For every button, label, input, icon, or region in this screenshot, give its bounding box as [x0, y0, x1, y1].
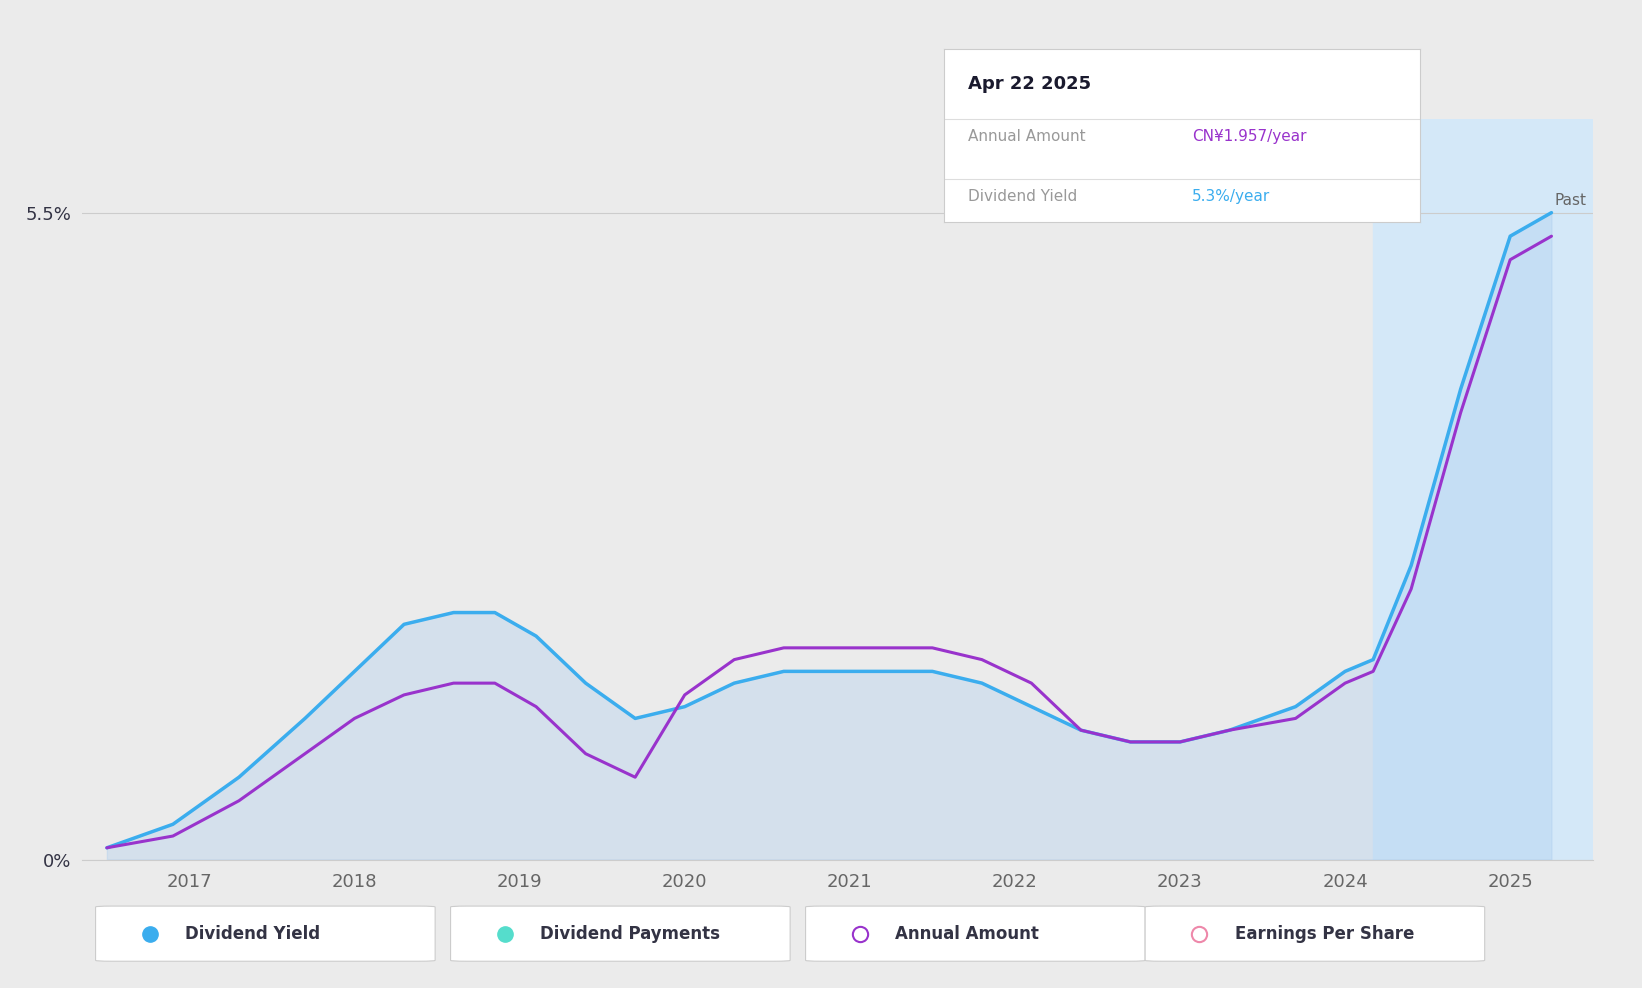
FancyBboxPatch shape: [1144, 906, 1484, 961]
Text: Annual Amount: Annual Amount: [895, 925, 1039, 943]
Text: CN¥1.957/year: CN¥1.957/year: [1192, 129, 1307, 144]
Bar: [1373, 119, 1593, 860]
FancyBboxPatch shape: [450, 906, 790, 961]
FancyBboxPatch shape: [806, 906, 1144, 961]
Text: Apr 22 2025: Apr 22 2025: [969, 75, 1090, 93]
Text: Dividend Yield: Dividend Yield: [969, 190, 1077, 205]
Text: Dividend Payments: Dividend Payments: [540, 925, 721, 943]
Text: Dividend Yield: Dividend Yield: [186, 925, 320, 943]
Text: 5.3%/year: 5.3%/year: [1192, 190, 1269, 205]
Text: Past: Past: [1555, 194, 1586, 208]
FancyBboxPatch shape: [95, 906, 435, 961]
Text: Annual Amount: Annual Amount: [969, 129, 1085, 144]
Text: Earnings Per Share: Earnings Per Share: [1235, 925, 1414, 943]
